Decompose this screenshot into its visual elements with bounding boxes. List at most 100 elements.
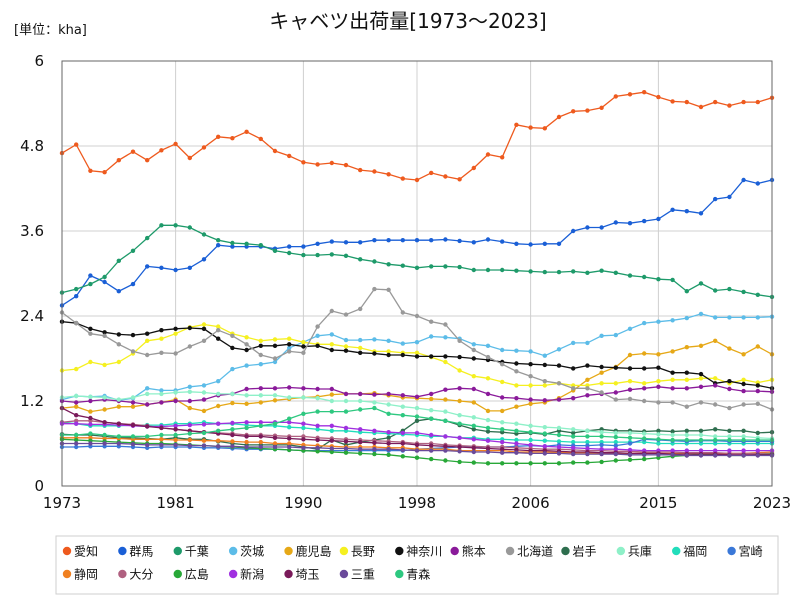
data-point: [329, 438, 334, 443]
data-point: [471, 165, 476, 171]
data-point: [755, 344, 760, 349]
data-point: [315, 252, 320, 258]
data-point: [287, 345, 292, 351]
data-point: [400, 413, 405, 418]
data-point: [315, 324, 320, 329]
data-point: [698, 453, 704, 458]
data-point: [173, 398, 178, 404]
data-point: [315, 396, 320, 401]
data-point: [528, 374, 533, 379]
legend-item: 愛知: [62, 545, 98, 559]
data-point: [145, 391, 150, 397]
data-point: [656, 452, 661, 457]
data-point: [287, 342, 292, 347]
data-point: [429, 319, 434, 324]
data-point: [74, 400, 79, 405]
data-point: [471, 427, 476, 432]
data-point: [159, 350, 164, 355]
data-point: [485, 391, 491, 397]
data-point: [485, 449, 491, 455]
data-point: [159, 400, 164, 405]
data-point: [727, 453, 732, 458]
data-point: [585, 270, 590, 275]
data-point: [230, 432, 235, 438]
data-point: [727, 315, 732, 320]
data-point: [272, 343, 278, 348]
data-point: [656, 94, 661, 100]
data-point: [187, 443, 192, 448]
data-point: [698, 104, 704, 110]
legend-item: 熊本: [450, 544, 486, 559]
data-point: [429, 456, 434, 462]
data-point: [500, 447, 505, 452]
data-point: [684, 404, 689, 409]
data-point: [343, 312, 349, 317]
data-point: [187, 325, 192, 331]
data-point: [301, 344, 306, 349]
data-point: [556, 363, 562, 368]
data-point: [642, 431, 647, 436]
data-point: [201, 257, 207, 262]
data-point: [301, 244, 306, 249]
data-point: [244, 241, 249, 246]
data-point: [74, 432, 79, 438]
data-point: [159, 432, 164, 438]
data-point: [230, 240, 235, 246]
data-point: [216, 379, 221, 384]
series-1: [59, 90, 775, 183]
data-point: [542, 379, 547, 384]
legend-item: 大分: [118, 568, 153, 582]
data-point: [485, 343, 491, 348]
data-point: [670, 448, 675, 453]
legend-label: 熊本: [462, 544, 486, 559]
data-point: [187, 155, 192, 161]
data-point: [656, 216, 661, 222]
data-point: [627, 447, 633, 453]
data-point: [315, 409, 320, 414]
data-point: [642, 436, 647, 441]
data-point: [429, 334, 434, 339]
legend-marker: [228, 546, 238, 556]
legend-label: 愛知: [74, 545, 98, 559]
data-point: [343, 337, 349, 343]
data-point: [201, 232, 207, 237]
data-point: [429, 354, 434, 359]
data-point: [542, 241, 547, 246]
data-point: [301, 386, 306, 391]
data-point: [627, 92, 633, 97]
data-point: [187, 398, 192, 404]
data-point: [201, 430, 207, 436]
series-20: [59, 405, 775, 443]
data-point: [443, 359, 448, 365]
data-point: [244, 342, 249, 347]
data-point: [514, 383, 519, 388]
data-point: [230, 427, 235, 432]
data-point: [88, 431, 93, 436]
data-point: [627, 387, 633, 392]
data-point: [187, 422, 192, 428]
data-point: [528, 125, 533, 130]
data-point: [88, 359, 93, 365]
data-point: [684, 209, 689, 214]
data-point: [272, 435, 278, 440]
data-point: [698, 371, 704, 377]
data-point: [88, 415, 93, 421]
data-point: [443, 322, 448, 327]
data-point: [230, 333, 235, 338]
data-point: [627, 273, 633, 278]
data-point: [698, 432, 704, 438]
data-point: [599, 442, 604, 448]
data-point: [656, 277, 661, 282]
data-point: [130, 248, 136, 253]
data-point: [201, 438, 207, 443]
data-point: [315, 333, 320, 338]
data-point: [216, 336, 221, 341]
legend-item: 長野: [339, 545, 375, 559]
data-point: [358, 306, 363, 312]
data-point: [372, 351, 377, 356]
legend-marker: [228, 569, 238, 579]
data-point: [500, 420, 505, 425]
data-point: [613, 365, 618, 370]
data-point: [329, 342, 334, 347]
data-point: [429, 391, 434, 397]
